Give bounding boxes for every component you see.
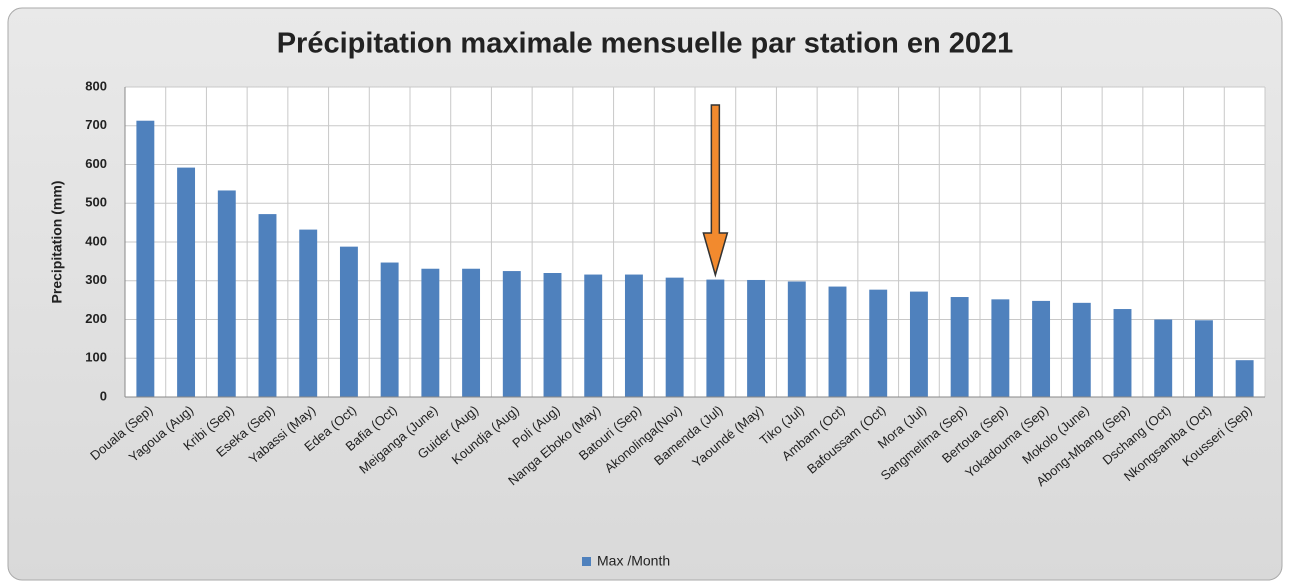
bar [624,274,643,397]
bar [177,167,196,397]
y-tick-label: 500 [85,195,107,210]
bar [950,297,969,397]
chart-title: Précipitation maximale mensuelle par sta… [277,28,1014,60]
bar [706,279,725,397]
bar [747,279,766,397]
bar [543,273,562,397]
bar [1072,302,1091,397]
legend-label: Max /Month [597,553,670,569]
bar [1154,319,1173,397]
arrow [702,104,729,278]
bar [1194,320,1213,397]
bar [502,271,521,397]
bar [665,277,684,397]
y-tick-label: 100 [85,350,107,365]
y-tick-label: 800 [85,78,107,93]
bar [1032,300,1051,397]
bar [1113,309,1132,397]
bar [909,291,928,397]
y-tick-label: 0 [100,388,107,403]
y-tick-label: 400 [85,233,107,248]
bar [828,286,847,397]
bar [991,299,1010,397]
bar [299,229,318,397]
bar [136,120,155,398]
y-tick-label: 200 [85,311,107,326]
bar [380,262,399,397]
y-axis-label: Precipitation (mm) [49,181,65,304]
bar [1235,360,1254,397]
bar [462,268,481,397]
bar [217,190,236,397]
bar [869,289,888,397]
bar [258,214,277,397]
bar [421,268,440,397]
legend-swatch [582,557,591,566]
bar [584,274,603,397]
bar [339,246,358,397]
y-tick-label: 600 [85,156,107,171]
y-tick-label: 300 [85,272,107,287]
bar [787,281,806,397]
y-tick-label: 700 [85,117,107,132]
